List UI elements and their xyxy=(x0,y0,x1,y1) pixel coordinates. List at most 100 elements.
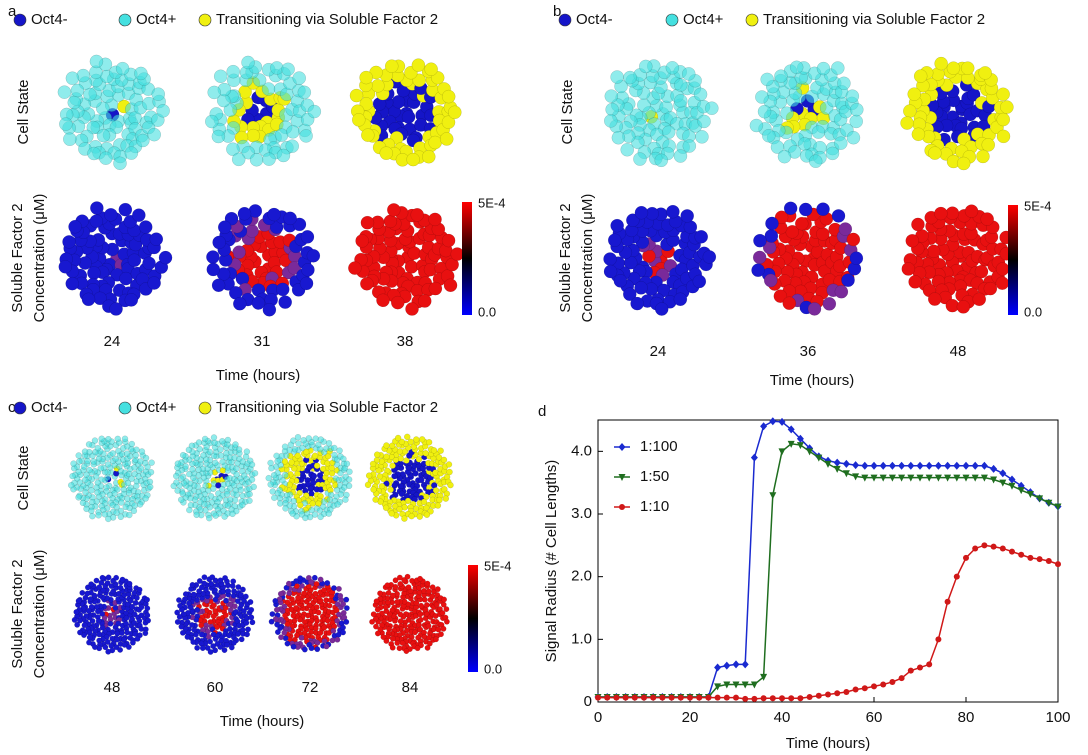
cell xyxy=(385,60,398,73)
cell xyxy=(755,90,768,103)
cell xyxy=(92,438,98,444)
point xyxy=(871,462,878,470)
cell xyxy=(401,516,407,522)
cell xyxy=(139,220,152,233)
cell xyxy=(404,648,409,653)
cell xyxy=(612,131,625,144)
cell xyxy=(384,215,397,228)
cell xyxy=(705,102,718,115)
cell xyxy=(118,585,123,590)
legend-swatch xyxy=(666,14,678,26)
time-label: 48 xyxy=(104,679,121,696)
cell xyxy=(846,90,859,103)
cell xyxy=(229,645,234,650)
cell xyxy=(441,597,446,602)
point xyxy=(963,555,969,561)
cell xyxy=(300,129,313,142)
cell xyxy=(384,454,390,460)
cell xyxy=(186,507,192,513)
cell xyxy=(232,603,237,608)
cell xyxy=(683,139,696,152)
cell xyxy=(190,582,195,587)
cell xyxy=(76,598,81,603)
cell xyxy=(179,624,184,629)
cell xyxy=(336,586,341,591)
cell xyxy=(682,67,695,80)
y-tick-label: 3.0 xyxy=(571,505,592,522)
cell xyxy=(435,503,441,509)
cell xyxy=(273,598,278,603)
cell xyxy=(271,495,277,501)
point xyxy=(742,696,748,702)
cell xyxy=(87,147,100,160)
cell xyxy=(222,575,227,580)
cell xyxy=(441,457,447,463)
cell xyxy=(413,436,419,442)
cell xyxy=(306,435,312,441)
cell xyxy=(222,514,228,520)
cell xyxy=(131,508,137,514)
cell xyxy=(611,70,624,83)
point xyxy=(806,448,813,455)
legend-label: Transitioning via Soluble Factor 2 xyxy=(763,11,985,28)
cell xyxy=(395,640,400,645)
cell xyxy=(86,640,91,645)
cell xyxy=(605,90,618,103)
cell xyxy=(639,60,652,73)
point xyxy=(751,696,757,702)
point xyxy=(843,689,849,695)
cell xyxy=(448,106,461,119)
cell xyxy=(91,459,97,465)
cell xyxy=(297,502,303,508)
concentration-image xyxy=(369,574,449,654)
cell xyxy=(99,152,112,165)
cell xyxy=(76,494,82,500)
cell xyxy=(295,434,301,440)
cell xyxy=(312,453,318,459)
cell xyxy=(388,487,394,493)
cell xyxy=(244,620,249,625)
cell xyxy=(233,442,239,448)
point xyxy=(981,542,987,548)
cell xyxy=(911,218,924,231)
legend-swatch xyxy=(14,402,26,414)
cell xyxy=(223,598,228,603)
cell xyxy=(390,463,396,469)
cell xyxy=(318,514,324,520)
legend-swatch xyxy=(14,14,26,26)
cell xyxy=(423,450,429,456)
point xyxy=(1009,476,1016,484)
cell xyxy=(424,512,430,518)
cell xyxy=(384,638,389,643)
cell xyxy=(927,245,940,258)
cell xyxy=(346,469,352,475)
x-axis-title: Time (hours) xyxy=(220,713,304,730)
point xyxy=(715,695,721,701)
cell xyxy=(157,104,170,117)
concentration-image xyxy=(72,575,151,655)
cell xyxy=(180,630,185,635)
cell xyxy=(268,481,274,487)
cell xyxy=(207,263,220,276)
point xyxy=(889,679,895,685)
cell xyxy=(279,296,292,309)
cell xyxy=(1000,101,1013,114)
cell xyxy=(693,275,706,288)
panel-label: d xyxy=(538,403,546,420)
cell xyxy=(424,602,429,607)
cell xyxy=(404,434,410,440)
cell xyxy=(245,224,258,237)
cell xyxy=(399,491,405,497)
cell xyxy=(435,586,440,591)
cell xyxy=(761,73,774,86)
cell xyxy=(982,138,995,151)
cell xyxy=(418,617,423,622)
cell xyxy=(928,293,941,306)
legend-label: Oct4- xyxy=(31,11,68,28)
cell xyxy=(286,581,291,586)
legend-label: Oct4- xyxy=(576,11,613,28)
cell xyxy=(143,496,149,502)
point xyxy=(954,574,960,580)
cell xyxy=(346,477,352,483)
cell xyxy=(118,500,124,506)
